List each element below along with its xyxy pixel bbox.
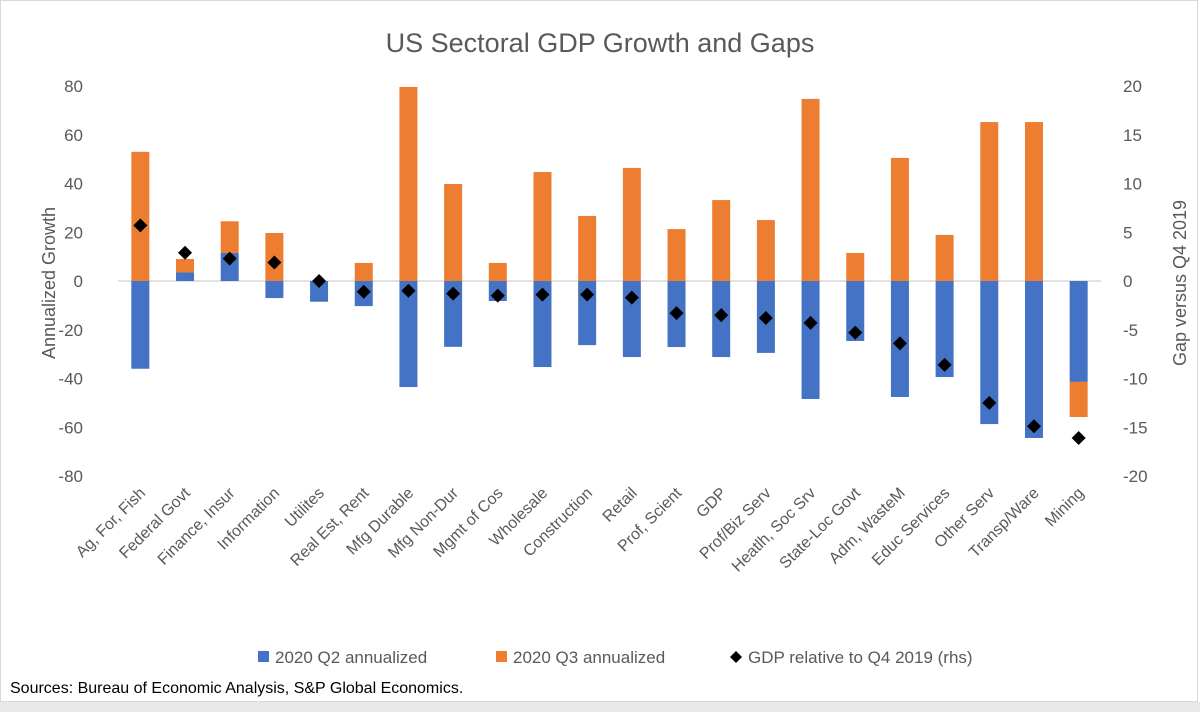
bottom-strip xyxy=(0,702,1200,712)
bar-q3 xyxy=(444,183,463,281)
gdp-gap-marker xyxy=(892,336,907,351)
y-tick-label: 60 xyxy=(64,126,83,145)
bars xyxy=(131,86,1088,438)
bar-q3 xyxy=(578,215,597,281)
category-label: Finance, Insur xyxy=(155,484,239,568)
gdp-gap-marker xyxy=(178,245,193,260)
gdp-gap-marker xyxy=(982,395,997,410)
legend-label: 2020 Q2 annualized xyxy=(275,648,427,667)
bar-q3 xyxy=(980,122,999,281)
y-tick-label: -40 xyxy=(58,370,83,389)
y2-tick-label: 10 xyxy=(1123,175,1142,194)
bar-q3 xyxy=(890,157,909,281)
category-label: Retail xyxy=(600,485,641,526)
gdp-gap-marker xyxy=(580,287,595,302)
gdp-gap-marker xyxy=(758,311,773,326)
bar-q3 xyxy=(488,262,507,281)
gdp-gap-markers xyxy=(133,218,1086,445)
y-axis-ticks: 80 60 40 20 0 -20 -40 -60 -80 xyxy=(58,77,83,486)
source-note: Sources: Bureau of Economic Analysis, S&… xyxy=(10,680,464,697)
bar-q2 xyxy=(533,281,552,368)
gdp-gap-marker xyxy=(133,218,148,233)
y2-tick-label: -10 xyxy=(1123,370,1148,389)
bar-q2 xyxy=(265,281,284,299)
bar-q2 xyxy=(935,281,954,378)
gdp-gap-marker xyxy=(1071,430,1086,445)
category-label: State-Loc Govt xyxy=(777,484,865,572)
bar-q3 xyxy=(756,220,775,281)
bar-q3 xyxy=(935,234,954,281)
bar-q2 xyxy=(1024,281,1043,438)
bar-q3 xyxy=(846,252,865,281)
y-tick-label: 80 xyxy=(64,77,83,96)
category-label: Real Est, Rent xyxy=(288,484,373,569)
category-label: GDP xyxy=(693,485,730,522)
legend: 2020 Q2 annualized 2020 Q3 annualized GDP … xyxy=(258,648,973,667)
bar-q2 xyxy=(1069,281,1088,382)
y2-tick-label: 15 xyxy=(1123,126,1142,145)
bar-q2 xyxy=(310,281,329,302)
y2-tick-label: -5 xyxy=(1123,321,1138,340)
gdp-gap-marker xyxy=(1026,419,1041,434)
bar-q3 xyxy=(131,151,150,281)
legend-swatch-q3 xyxy=(496,651,507,662)
gdp-gap-marker xyxy=(937,357,952,372)
bar-q3 xyxy=(801,98,820,281)
bar-q2 xyxy=(444,281,463,347)
bar-q2 xyxy=(980,281,999,425)
gdp-gap-marker xyxy=(848,325,863,340)
gdp-gap-marker xyxy=(714,308,729,323)
y-tick-label: 0 xyxy=(74,272,83,291)
bar-q3 xyxy=(354,262,373,281)
bar-q3 xyxy=(1069,381,1088,418)
bar-q3 xyxy=(1024,122,1043,281)
bar-q2 xyxy=(176,272,195,281)
gdp-gap-marker xyxy=(222,251,237,266)
y-axis-title: Annualized Growth xyxy=(39,207,59,359)
y-tick-label: 40 xyxy=(64,175,83,194)
bar-q2 xyxy=(846,281,865,341)
gdp-gap-marker xyxy=(624,290,639,305)
chart-title: US Sectoral GDP Growth and Gaps xyxy=(386,28,815,58)
bar-q2 xyxy=(801,281,820,399)
gdp-gap-marker xyxy=(312,274,327,288)
bar-q3 xyxy=(176,259,195,273)
category-label: Mining xyxy=(1042,485,1087,530)
bar-q3 xyxy=(667,229,686,281)
y-tick-label: -20 xyxy=(58,321,83,340)
bar-q2 xyxy=(131,281,150,369)
gdp-gap-marker xyxy=(490,288,505,303)
bar-q3 xyxy=(622,167,641,281)
gdp-gap-marker xyxy=(401,283,416,298)
gdp-gap-marker xyxy=(535,287,550,302)
legend-label: 2020 Q3 annualized xyxy=(513,648,665,667)
y2-axis-title: Gap versus Q4 2019 xyxy=(1170,200,1190,366)
gdp-gap-marker xyxy=(803,315,818,330)
y2-tick-label: 20 xyxy=(1123,77,1142,96)
y2-tick-label: 5 xyxy=(1123,223,1132,242)
bar-q3 xyxy=(220,221,239,253)
legend-swatch-gdp-gap xyxy=(730,651,742,663)
gdp-gap-marker xyxy=(669,306,684,321)
gdp-gap-marker xyxy=(446,286,461,301)
bar-q2 xyxy=(399,281,418,388)
y2-tick-label: 0 xyxy=(1123,272,1132,291)
y-tick-label: 20 xyxy=(64,223,83,242)
y-tick-label: -60 xyxy=(58,418,83,437)
gdp-gap-marker xyxy=(267,255,282,270)
y-tick-label: -80 xyxy=(58,467,83,486)
bar-q3 xyxy=(712,200,731,281)
bar-q3 xyxy=(399,86,418,281)
gdp-gap-marker xyxy=(356,284,371,299)
y2-tick-label: -20 xyxy=(1123,467,1148,486)
legend-swatch-q2 xyxy=(258,651,269,662)
category-label: Educ Services xyxy=(869,485,953,569)
legend-label: GDP relative to Q4 2019 (rhs) xyxy=(748,648,973,667)
y2-axis-ticks: 20 15 10 5 0 -5 -10 -15 -20 xyxy=(1123,77,1148,486)
bar-q3 xyxy=(533,172,552,281)
y2-tick-label: -15 xyxy=(1123,418,1148,437)
